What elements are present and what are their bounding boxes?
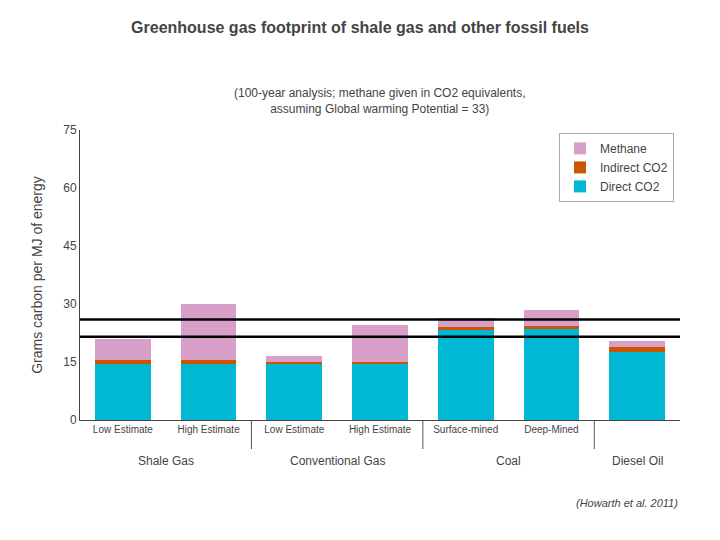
svg-text:Conventional Gas: Conventional Gas	[290, 454, 385, 468]
svg-text:(Howarth et al. 2011): (Howarth et al. 2011)	[576, 497, 678, 509]
svg-text:Surface-mined: Surface-mined	[433, 424, 498, 435]
svg-text:Shale Gas: Shale Gas	[138, 454, 194, 468]
svg-text:Grams carbon per MJ of energy: Grams carbon per MJ of energy	[29, 176, 45, 374]
svg-text:Low Estimate: Low Estimate	[264, 424, 324, 435]
svg-text:Greenhouse gas footprint of sh: Greenhouse gas footprint of shale gas an…	[131, 19, 589, 36]
svg-text:30: 30	[63, 297, 77, 311]
svg-text:High Estimate: High Estimate	[177, 424, 240, 435]
svg-text:Diesel Oil: Diesel Oil	[612, 454, 663, 468]
svg-text:Direct CO2: Direct CO2	[600, 180, 660, 194]
svg-text:Indirect CO2: Indirect CO2	[600, 161, 668, 175]
svg-text:45: 45	[63, 239, 77, 253]
svg-text:60: 60	[63, 181, 77, 195]
svg-text:75: 75	[63, 123, 77, 137]
svg-text:Deep-Mined: Deep-Mined	[524, 424, 578, 435]
svg-text:High Estimate: High Estimate	[349, 424, 412, 435]
svg-text:(100-year analysis; methane gi: (100-year analysis; methane given in CO2…	[234, 86, 526, 116]
svg-text:Low Estimate: Low Estimate	[93, 424, 153, 435]
svg-text:15: 15	[63, 355, 77, 369]
svg-text:0: 0	[70, 413, 77, 427]
svg-text:Coal: Coal	[496, 454, 521, 468]
svg-text:Methane: Methane	[600, 142, 647, 156]
